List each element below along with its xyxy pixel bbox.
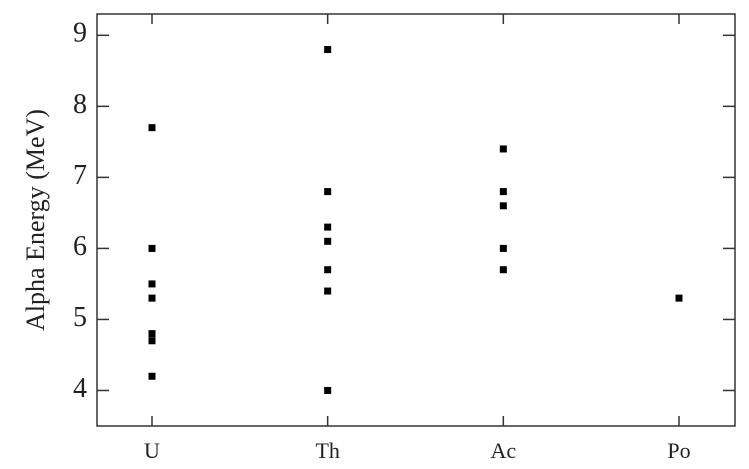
point [324,188,332,196]
point [324,46,332,54]
point [148,372,156,380]
point [148,280,156,288]
point [324,287,332,295]
point [148,294,156,302]
y-tick-label: 4 [73,373,87,404]
point [499,244,507,252]
point [148,244,156,252]
x-tick-label: U [144,438,160,463]
y-tick-label: 9 [73,18,87,49]
y-tick-label: 5 [73,302,87,333]
plot-frame [96,13,736,427]
point [324,386,332,394]
point [499,188,507,196]
point [499,145,507,153]
point [324,223,332,231]
point [499,266,507,274]
point [324,237,332,245]
y-tick-label: 8 [73,89,87,120]
x-tick-label: Th [315,438,339,463]
point [499,202,507,210]
point [324,266,332,274]
x-tick-label: Po [667,438,690,463]
x-tick-label: Ac [491,438,517,463]
point [148,124,156,132]
point [148,337,156,345]
point [148,330,156,338]
y-tick-label: 7 [73,160,87,191]
point [675,294,683,302]
y-axis-label: Alpha Energy (MeV) [21,109,50,331]
y-tick-label: 6 [73,231,87,262]
